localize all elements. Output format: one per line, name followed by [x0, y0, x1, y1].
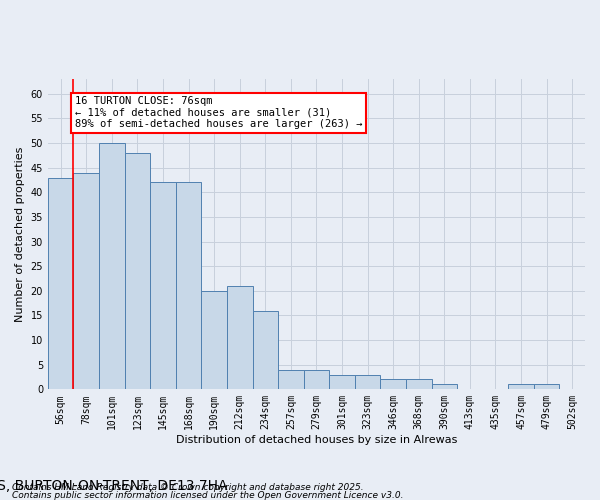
Bar	[534, 384, 559, 390]
Bar	[380, 380, 406, 390]
Text: 16 TURTON CLOSE: 76sqm
← 11% of detached houses are smaller (31)
89% of semi-det: 16 TURTON CLOSE: 76sqm ← 11% of detached…	[75, 96, 362, 130]
Bar	[253, 310, 278, 390]
Bar	[431, 384, 457, 390]
Bar	[329, 374, 355, 390]
Bar	[73, 172, 99, 390]
Bar	[176, 182, 202, 390]
Bar	[202, 291, 227, 390]
Bar	[406, 380, 431, 390]
Bar	[99, 143, 125, 390]
Bar	[125, 153, 150, 390]
X-axis label: Distribution of detached houses by size in Alrewas: Distribution of detached houses by size …	[176, 435, 457, 445]
Text: 16, TURTON CLOSE, ALREWAS, BURTON-ON-TRENT, DE13 7HA: 16, TURTON CLOSE, ALREWAS, BURTON-ON-TRE…	[0, 479, 227, 493]
Bar	[227, 286, 253, 390]
Title: Size of property relative to detached houses in Alrewas: Size of property relative to detached ho…	[0, 499, 1, 500]
Y-axis label: Number of detached properties: Number of detached properties	[15, 146, 25, 322]
Bar	[48, 178, 73, 390]
Bar	[508, 384, 534, 390]
Bar	[304, 370, 329, 390]
Text: Contains public sector information licensed under the Open Government Licence v3: Contains public sector information licen…	[12, 491, 404, 500]
Bar	[150, 182, 176, 390]
Bar	[355, 374, 380, 390]
Bar	[278, 370, 304, 390]
Text: Contains HM Land Registry data © Crown copyright and database right 2025.: Contains HM Land Registry data © Crown c…	[12, 484, 364, 492]
